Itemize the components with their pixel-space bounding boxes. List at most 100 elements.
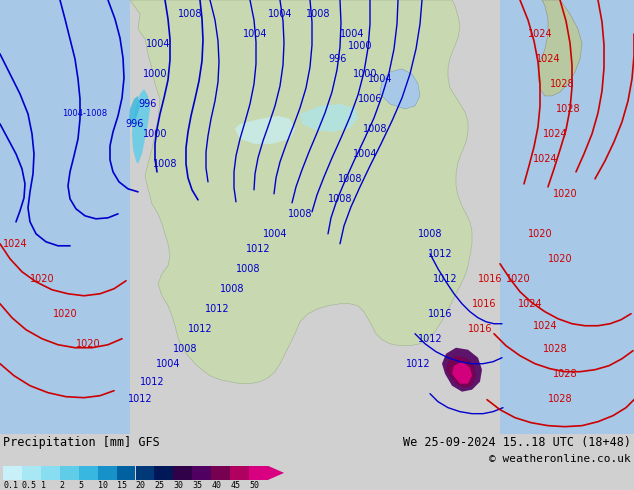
Text: 1004: 1004 [156,359,180,368]
Text: 10: 10 [98,482,108,490]
Polygon shape [538,0,582,96]
Text: 0.5: 0.5 [22,482,37,490]
Text: 1004: 1004 [243,29,268,39]
Polygon shape [235,116,295,144]
Text: 35: 35 [192,482,202,490]
Text: 20: 20 [136,482,145,490]
Bar [249,466,268,480]
Text: 1008: 1008 [328,194,353,204]
Text: 1004: 1004 [262,229,287,239]
Text: 1028: 1028 [553,368,578,379]
Bar [192,466,211,480]
Text: 1024: 1024 [536,54,560,64]
Text: 1012: 1012 [432,274,457,284]
Text: 1012: 1012 [205,304,230,314]
Text: 1004: 1004 [146,39,171,49]
Polygon shape [446,356,476,388]
Bar [60,466,79,480]
Text: 45: 45 [230,482,240,490]
Text: 1004: 1004 [368,74,392,84]
Text: 1008: 1008 [306,9,330,19]
Text: 0.1: 0.1 [3,482,18,490]
Text: 30: 30 [173,482,183,490]
Bar [230,466,249,480]
Text: 1016: 1016 [478,274,502,284]
Text: We 25-09-2024 15..18 UTC (18+48): We 25-09-2024 15..18 UTC (18+48) [403,436,631,449]
Bar [211,466,230,480]
Bar [117,466,136,480]
Text: 1008: 1008 [178,9,202,19]
Text: 1020: 1020 [548,254,573,264]
Text: 1024: 1024 [527,29,552,39]
Text: 1008: 1008 [153,159,178,169]
Text: 1012: 1012 [418,334,443,343]
Polygon shape [380,69,420,109]
Text: 1028: 1028 [543,343,567,354]
Bar [500,0,634,434]
Text: 1008: 1008 [288,209,313,219]
Text: 1016: 1016 [428,309,452,319]
Bar [136,466,155,480]
Text: 1012: 1012 [139,377,164,387]
Text: 1012: 1012 [127,393,152,404]
Text: 40: 40 [211,482,221,490]
Text: 1008: 1008 [418,229,443,239]
Text: 1: 1 [41,482,46,490]
Text: 1000: 1000 [143,69,167,79]
Polygon shape [268,466,284,480]
Text: 996: 996 [329,54,347,64]
Text: 1008: 1008 [220,284,244,294]
Text: 1000: 1000 [353,69,377,79]
Text: 1016: 1016 [472,299,496,309]
Text: 25: 25 [155,482,164,490]
Text: 1000: 1000 [348,41,372,51]
Text: 1020: 1020 [553,189,578,199]
Text: 15: 15 [117,482,127,490]
Text: 1008: 1008 [363,124,387,134]
Polygon shape [130,0,472,384]
Bar [98,466,117,480]
Polygon shape [129,96,140,126]
Bar [41,466,60,480]
Text: 1020: 1020 [53,309,77,319]
Text: 1004: 1004 [268,9,292,19]
Bar [173,466,192,480]
Polygon shape [132,89,150,164]
Text: Precipitation [mm] GFS: Precipitation [mm] GFS [3,436,160,449]
Text: 1024: 1024 [518,299,542,309]
Text: 1024: 1024 [533,321,557,331]
Text: 2: 2 [60,482,65,490]
Text: 1024: 1024 [3,239,27,249]
Polygon shape [300,104,358,132]
Text: 996: 996 [126,119,144,129]
Text: 1012: 1012 [428,249,452,259]
Polygon shape [452,362,472,384]
Text: 50: 50 [249,482,259,490]
Text: 1028: 1028 [555,104,580,114]
Text: 1020: 1020 [506,274,530,284]
Text: 5: 5 [79,482,84,490]
Polygon shape [442,348,482,392]
Bar [3,466,22,480]
Text: 1020: 1020 [30,274,55,284]
Text: 1024: 1024 [533,154,557,164]
Text: 1024: 1024 [543,129,567,139]
Text: 1004: 1004 [353,149,377,159]
Text: 1008: 1008 [172,343,197,354]
Text: 1020: 1020 [75,339,100,349]
Text: 1012: 1012 [246,244,270,254]
Bar [79,466,98,480]
Text: 1004: 1004 [340,29,365,39]
Bar [155,466,173,480]
Text: 1012: 1012 [406,359,430,368]
Text: 1020: 1020 [527,229,552,239]
Text: 1006: 1006 [358,94,382,104]
Bar [0,0,130,434]
Text: 1000: 1000 [143,129,167,139]
Text: 1028: 1028 [550,79,574,89]
Bar [22,466,41,480]
Text: 1004-1008: 1004-1008 [62,109,108,119]
Text: 1016: 1016 [468,324,492,334]
Text: 1008: 1008 [338,174,362,184]
Text: © weatheronline.co.uk: © weatheronline.co.uk [489,454,631,464]
